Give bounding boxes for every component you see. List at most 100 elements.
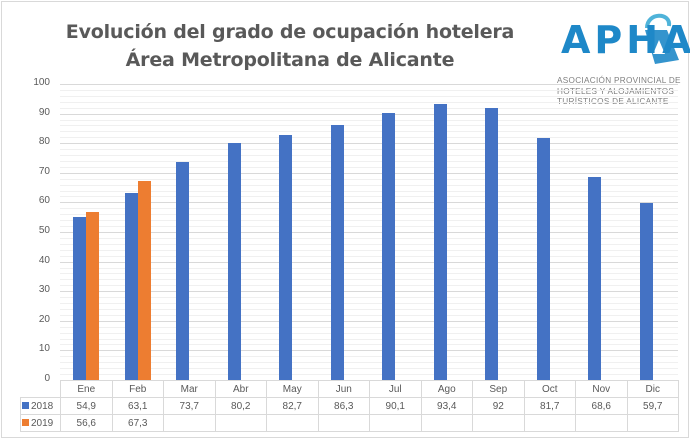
- gridline: [60, 125, 678, 126]
- gridline: [60, 84, 678, 85]
- bar-2019-feb: [137, 180, 151, 380]
- gridline: [60, 262, 678, 263]
- logo-wordmark: APHA: [561, 18, 690, 62]
- gridline: [60, 191, 678, 192]
- y-tick-label: 50: [38, 225, 50, 236]
- gridline: [60, 226, 678, 227]
- y-tick-label: 100: [33, 77, 50, 88]
- data-cell: 93,4: [420, 397, 473, 415]
- data-cell: 67,3: [111, 414, 164, 432]
- gridline: [60, 173, 678, 174]
- bar-2018-nov: [588, 176, 601, 380]
- data-cell: 63,1: [111, 397, 164, 415]
- bar-2018-feb: [124, 193, 138, 380]
- gridline: [60, 315, 678, 316]
- gridline: [60, 327, 678, 328]
- y-tick-label: 30: [38, 284, 50, 295]
- gridline: [60, 208, 678, 209]
- data-cell: [317, 414, 370, 432]
- gridline: [60, 102, 678, 103]
- data-table-row-2019: 2019 56,6 67,3: [20, 414, 679, 432]
- gridline: [60, 179, 678, 180]
- gridline: [60, 256, 678, 257]
- gridline: [60, 143, 678, 144]
- gridline: [60, 238, 678, 239]
- gridline: [60, 268, 678, 269]
- data-cell: 86,3: [317, 397, 370, 415]
- gridline: [60, 297, 678, 298]
- logo-subtitle: ASOCIACIÓN PROVINCIAL DE HOTELES Y ALOJA…: [557, 76, 681, 106]
- data-cell: 56,6: [60, 414, 113, 432]
- legend-swatch-2019: [22, 418, 29, 426]
- gridline: [60, 96, 678, 97]
- data-table-header: Ene Feb Mar Abr May Jun Jul Ago Sep Oct Nov Dic: [21, 380, 679, 398]
- gridline: [60, 350, 678, 351]
- legend-2018: 2018: [20, 397, 61, 415]
- y-tick-label: 70: [38, 166, 50, 177]
- data-cell: 81,7: [523, 397, 576, 415]
- y-tick-label: 20: [38, 314, 50, 325]
- gridline: [60, 368, 678, 369]
- data-cell: 68,6: [575, 397, 628, 415]
- data-cell: [214, 414, 267, 432]
- bar-2018-abr: [227, 142, 241, 380]
- data-cell: [369, 414, 422, 432]
- bar-2018-dic: [639, 203, 653, 380]
- data-cell: [523, 414, 576, 432]
- gridline: [60, 120, 678, 121]
- data-cell: [472, 414, 525, 432]
- data-cell: 80,2: [214, 397, 267, 415]
- x-category-label: May: [266, 380, 319, 398]
- gridline: [60, 250, 678, 251]
- gridline: [60, 137, 678, 138]
- data-cell: [626, 414, 679, 432]
- gridline: [60, 202, 678, 203]
- bar-2018-jul: [382, 113, 395, 380]
- x-category-label: Jul: [369, 380, 422, 398]
- bar-2018-mar: [176, 161, 189, 380]
- gridline: [60, 291, 678, 292]
- gridline: [60, 108, 678, 109]
- x-category-label: Ago: [420, 380, 473, 398]
- gridline: [60, 344, 678, 345]
- data-cell: 54,9: [60, 397, 113, 415]
- x-category-label: Jun: [317, 380, 370, 398]
- x-category-label: Nov: [575, 380, 628, 398]
- gridline: [60, 321, 678, 322]
- gridline: [60, 285, 678, 286]
- gridline: [60, 339, 678, 340]
- gridline: [60, 185, 678, 186]
- gridline: [60, 196, 678, 197]
- gridline: [60, 362, 678, 363]
- x-category-label: Dic: [626, 380, 679, 398]
- x-category-label: Mar: [163, 380, 216, 398]
- chart-title-line1: Evolución del grado de ocupación hoteler…: [65, 21, 515, 43]
- y-tick-label: 10: [38, 343, 50, 354]
- gridline: [60, 155, 678, 156]
- gridline: [60, 90, 678, 91]
- gridline: [60, 220, 678, 221]
- data-cell: [163, 414, 216, 432]
- gridline: [60, 244, 678, 245]
- x-category-label: Feb: [111, 380, 164, 398]
- apha-logo: APHA ASOCIACIÓN PROVINCIAL DE HOTELES Y …: [555, 13, 690, 114]
- gridline: [60, 279, 678, 280]
- data-cell: 92: [472, 397, 525, 415]
- data-cell: [575, 414, 628, 432]
- gridline: [60, 303, 678, 304]
- bar-2018-ene: [73, 217, 86, 380]
- gridline: [60, 161, 678, 162]
- bar-2018-oct: [536, 138, 550, 380]
- data-cell: 90,1: [369, 397, 422, 415]
- bar-2018-ago: [433, 103, 447, 380]
- y-tick-label: 80: [38, 136, 50, 147]
- data-cell: [420, 414, 473, 432]
- x-category-label: Sep: [472, 380, 525, 398]
- x-category-label: Oct: [523, 380, 576, 398]
- data-cell: 82,7: [266, 397, 319, 415]
- data-cell: 73,7: [163, 397, 216, 415]
- data-table: Ene Feb Mar Abr May Jun Jul Ago Sep Oct Nov Dic 201…: [20, 380, 679, 432]
- gridline: [60, 232, 678, 233]
- x-category-label: Abr: [214, 380, 267, 398]
